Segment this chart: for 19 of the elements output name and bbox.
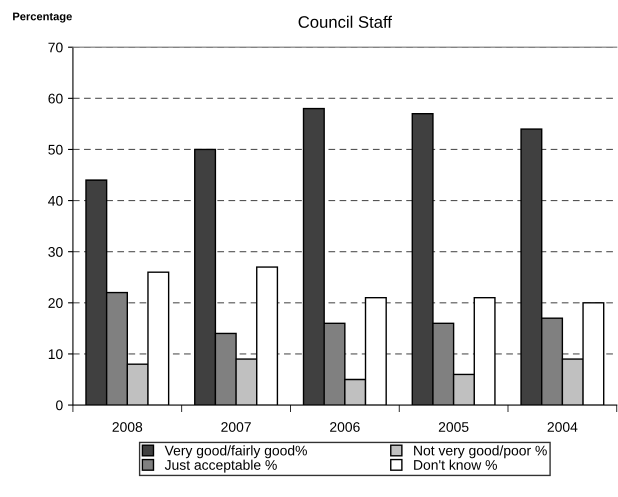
y-tick-label: 50 xyxy=(48,144,63,155)
legend-label: Very good/fairly good% xyxy=(164,445,307,458)
y-tick-label: 40 xyxy=(48,196,63,206)
y-tick-label: 20 xyxy=(48,298,63,308)
legend-label: Not very good/poor % xyxy=(414,445,547,458)
chart-title: Council Staff xyxy=(298,16,392,28)
y-tick-label: 10 xyxy=(48,349,63,360)
x-tick-label: 2007 xyxy=(221,422,251,432)
legend-label: Don't know % xyxy=(414,460,497,470)
x-tick-label: 2008 xyxy=(112,422,142,432)
x-tick-label: 2004 xyxy=(548,422,578,432)
y-tick-label: 30 xyxy=(48,247,63,257)
legend-label: Just acceptable % xyxy=(164,460,277,473)
y-tick-label: 70 xyxy=(48,42,63,52)
y-tick-label: 60 xyxy=(48,94,63,104)
y-tick-label: 0 xyxy=(56,400,63,410)
y-axis-title: Percentage xyxy=(13,12,72,23)
x-tick-label: 2006 xyxy=(330,422,360,432)
x-tick-label: 2005 xyxy=(438,422,468,432)
